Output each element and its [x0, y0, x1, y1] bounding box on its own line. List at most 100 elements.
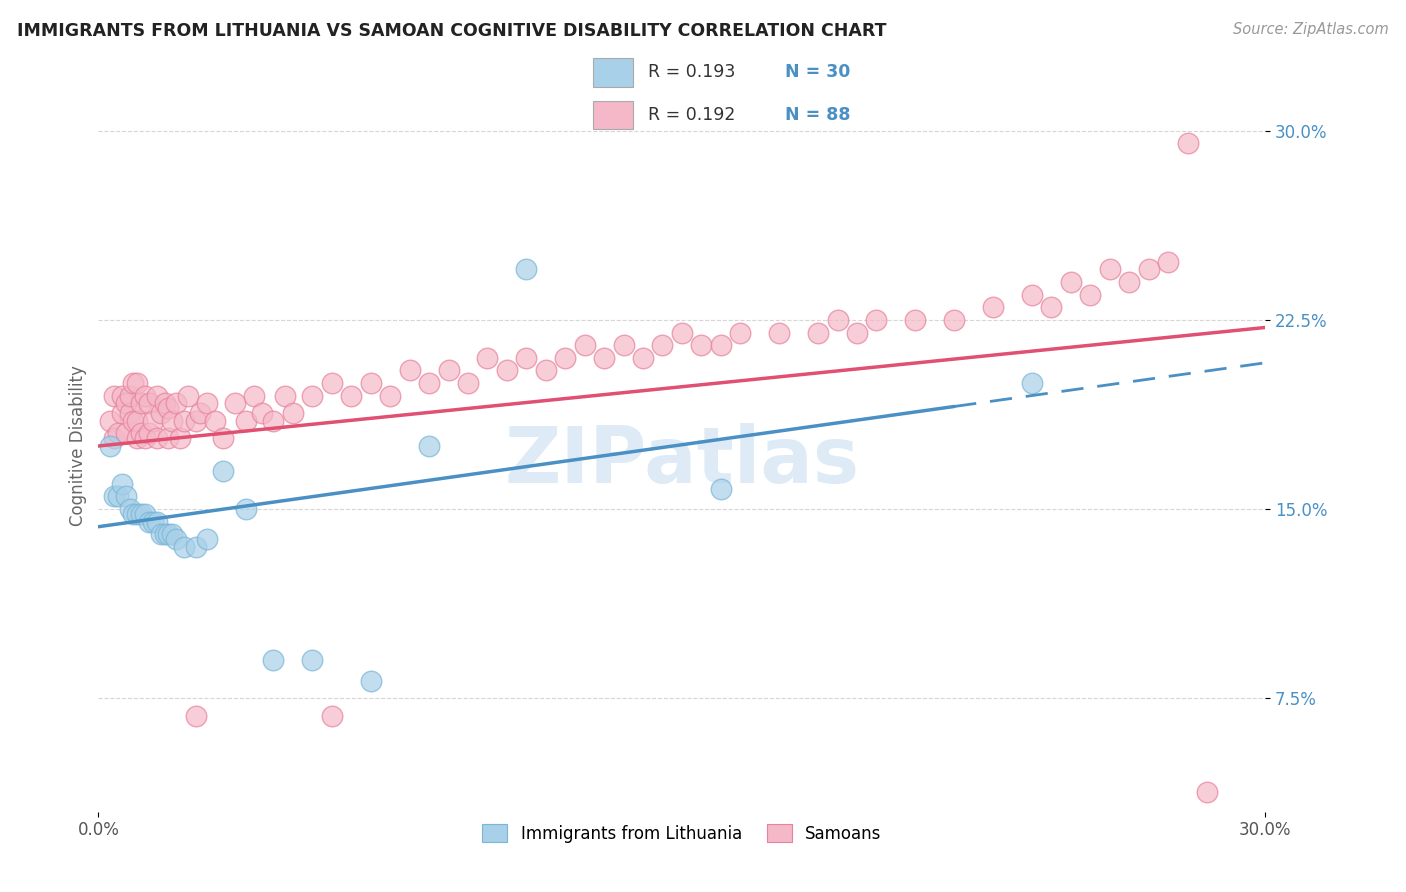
Point	[157, 401, 180, 416]
Point	[380, 388, 402, 402]
Point	[321, 376, 343, 390]
Point	[127, 376, 149, 390]
Y-axis label: Cognitive Disability: Cognitive Disability	[69, 366, 87, 526]
Point	[149, 527, 172, 541]
Point	[1118, 275, 1140, 289]
Point	[114, 426, 136, 441]
Point	[129, 507, 152, 521]
Point	[118, 502, 141, 516]
Point	[1195, 784, 1218, 798]
Point	[1157, 255, 1180, 269]
Point	[122, 414, 145, 428]
Point	[146, 432, 169, 446]
Point	[127, 414, 149, 428]
Point	[134, 388, 156, 402]
Point	[496, 363, 519, 377]
Point	[127, 507, 149, 521]
Point	[574, 338, 596, 352]
FancyBboxPatch shape	[593, 101, 633, 129]
Point	[1060, 275, 1083, 289]
Text: R = 0.193: R = 0.193	[648, 63, 735, 81]
Point	[904, 313, 927, 327]
Point	[593, 351, 616, 365]
Point	[235, 414, 257, 428]
Point	[177, 388, 200, 402]
Point	[165, 533, 187, 547]
Point	[162, 414, 184, 428]
Point	[122, 376, 145, 390]
Point	[865, 313, 887, 327]
Text: IMMIGRANTS FROM LITHUANIA VS SAMOAN COGNITIVE DISABILITY CORRELATION CHART: IMMIGRANTS FROM LITHUANIA VS SAMOAN COGN…	[17, 22, 886, 40]
Text: R = 0.192: R = 0.192	[648, 106, 735, 124]
Point	[235, 502, 257, 516]
Point	[807, 326, 830, 340]
Point	[1177, 136, 1199, 151]
Point	[153, 396, 176, 410]
Point	[515, 351, 537, 365]
Point	[262, 653, 284, 667]
Text: ZIPatlas: ZIPatlas	[505, 423, 859, 499]
Point	[212, 464, 235, 478]
Point	[554, 351, 576, 365]
Point	[262, 414, 284, 428]
Point	[173, 414, 195, 428]
Point	[651, 338, 673, 352]
Point	[111, 406, 134, 420]
Point	[1080, 287, 1102, 301]
Point	[515, 262, 537, 277]
Point	[631, 351, 654, 365]
Text: N = 30: N = 30	[785, 63, 849, 81]
Point	[165, 396, 187, 410]
Point	[281, 406, 304, 420]
Point	[613, 338, 636, 352]
Point	[153, 527, 176, 541]
Point	[114, 396, 136, 410]
Point	[418, 439, 440, 453]
Point	[1021, 376, 1043, 390]
Point	[134, 432, 156, 446]
Point	[195, 533, 218, 547]
Text: Source: ZipAtlas.com: Source: ZipAtlas.com	[1233, 22, 1389, 37]
Point	[212, 432, 235, 446]
Point	[730, 326, 752, 340]
Point	[184, 540, 207, 554]
Point	[250, 406, 273, 420]
Point	[134, 507, 156, 521]
Point	[710, 338, 733, 352]
Point	[301, 653, 323, 667]
Point	[360, 376, 382, 390]
Point	[398, 363, 420, 377]
Point	[1137, 262, 1160, 277]
Point	[118, 388, 141, 402]
Point	[107, 426, 129, 441]
Point	[457, 376, 479, 390]
Point	[103, 388, 125, 402]
Point	[103, 432, 125, 446]
Point	[149, 406, 172, 420]
Point	[114, 490, 136, 504]
Text: N = 88: N = 88	[785, 106, 851, 124]
Point	[162, 527, 184, 541]
Point	[107, 490, 129, 504]
Point	[671, 326, 693, 340]
Point	[224, 396, 246, 410]
Legend: Immigrants from Lithuania, Samoans: Immigrants from Lithuania, Samoans	[474, 816, 890, 851]
Point	[138, 396, 160, 410]
Point	[204, 414, 226, 428]
Point	[127, 432, 149, 446]
Point	[173, 540, 195, 554]
Point	[146, 388, 169, 402]
FancyBboxPatch shape	[593, 58, 633, 87]
Point	[142, 515, 165, 529]
Point	[169, 432, 191, 446]
Point	[943, 313, 966, 327]
Point	[710, 482, 733, 496]
Point	[243, 388, 266, 402]
Point	[274, 388, 297, 402]
Point	[477, 351, 499, 365]
Point	[98, 439, 121, 453]
Point	[98, 414, 121, 428]
Point	[1098, 262, 1121, 277]
Point	[768, 326, 790, 340]
Point	[138, 515, 160, 529]
